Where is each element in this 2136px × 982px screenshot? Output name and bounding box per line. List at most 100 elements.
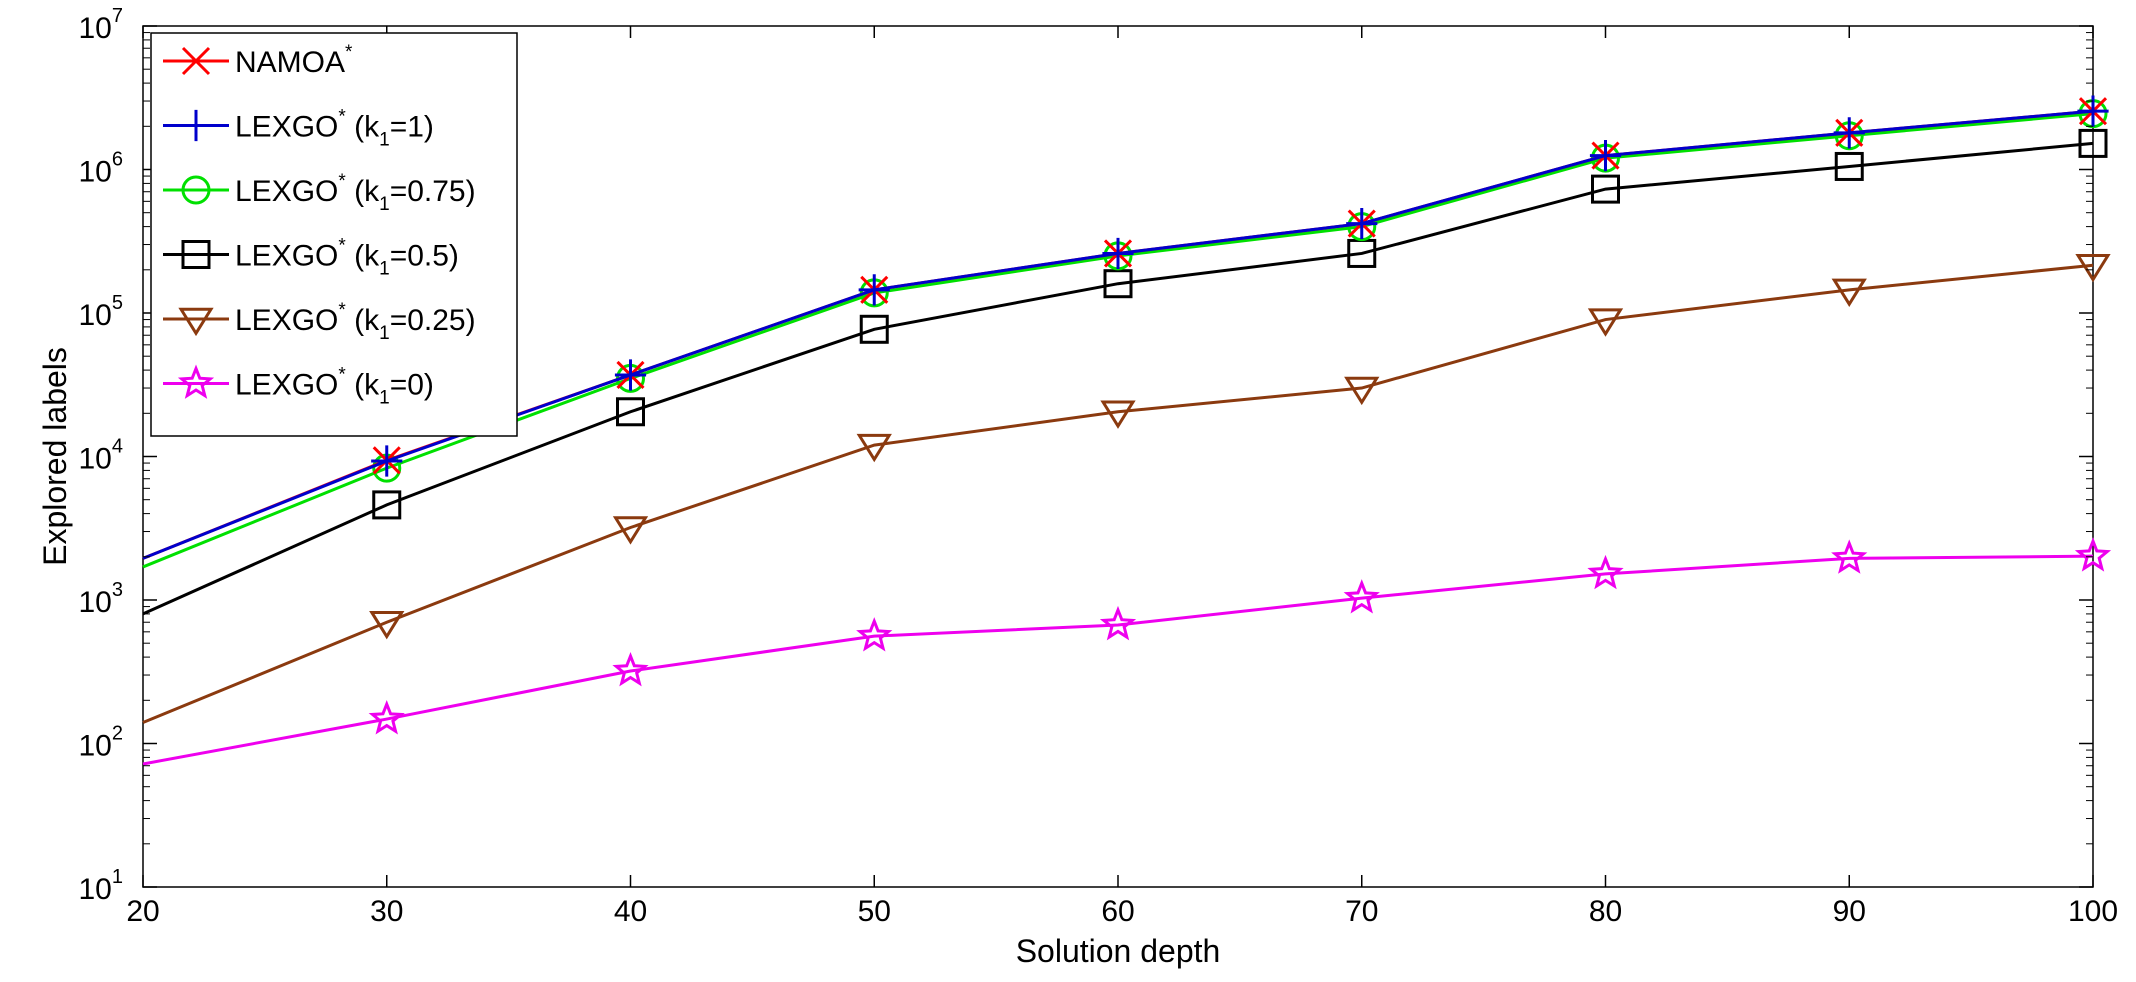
y-tick-label: 106 <box>79 149 124 189</box>
star-marker <box>612 651 649 687</box>
plus-marker <box>1346 207 1378 240</box>
legend-label-sub: 1 <box>379 388 390 409</box>
y-tick-base: 10 <box>79 586 112 619</box>
y-tick-exponent: 2 <box>112 723 123 745</box>
square-marker <box>1591 174 1620 204</box>
legend-label-main: LEXGO <box>235 175 338 208</box>
circle-marker <box>181 175 211 205</box>
legend-label-sup: * <box>338 107 346 128</box>
legend-label-rest: (k <box>346 369 380 402</box>
series-5 <box>142 537 2112 766</box>
legend-label: NAMOA* <box>235 42 353 79</box>
legend-item: LEXGO* (k1=0.25) <box>163 300 476 344</box>
y-tick-base: 10 <box>79 730 112 763</box>
legend-label-tail: =1) <box>390 111 434 144</box>
legend-item: LEXGO* (k1=0.75) <box>163 171 476 215</box>
triangle-down-marker <box>178 307 214 337</box>
x-tick-label: 20 <box>126 895 159 928</box>
x-axis-label: Solution depth <box>1016 933 1221 969</box>
legend-label-tail: =0.5) <box>390 240 459 273</box>
legend-item: LEXGO* (k1=0.5) <box>163 236 459 280</box>
x-tick-label: 70 <box>1345 895 1378 928</box>
star-marker <box>856 617 893 652</box>
y-tick-base: 10 <box>79 443 112 476</box>
legend-label-main: LEXGO <box>235 111 338 144</box>
legend-label-rest: (k <box>346 111 380 144</box>
star-marker <box>1831 539 1868 574</box>
legend-label: LEXGO* (k1=0.75) <box>235 171 476 215</box>
legend-label-tail: =0.25) <box>390 304 476 337</box>
y-tick-exponent: 4 <box>112 436 123 458</box>
series-line <box>142 141 2094 616</box>
legend-label: LEXGO* (k1=0) <box>235 365 434 409</box>
plus-marker <box>1833 117 1865 149</box>
square-marker <box>616 397 645 427</box>
legend-label-sup: * <box>338 300 346 321</box>
y-tick-exponent: 7 <box>112 5 123 27</box>
star-marker <box>1099 605 1137 641</box>
legend-label: LEXGO* (k1=1) <box>235 107 434 151</box>
x-tick-label: 60 <box>1101 895 1134 928</box>
square-marker <box>181 240 211 269</box>
x-marker <box>181 46 211 76</box>
legend-label-sup: * <box>338 171 346 192</box>
legend-label-sub: 1 <box>379 130 390 151</box>
x-tick-label: 100 <box>2068 895 2118 928</box>
plus-marker <box>1102 237 1134 270</box>
legend-label-rest: (k <box>346 304 380 337</box>
triangle-down-marker <box>1100 400 1136 429</box>
y-tick-label: 107 <box>79 5 124 45</box>
square-marker <box>859 314 889 344</box>
square-marker <box>372 490 402 520</box>
legend-label-sub: 1 <box>379 259 390 280</box>
legend-label-rest: (k <box>346 240 380 273</box>
legend-label-tail: =0.75) <box>390 175 476 208</box>
y-tick-base: 10 <box>79 156 112 189</box>
legend-label-main: NAMOA <box>235 46 345 79</box>
triangle-down-marker <box>1344 376 1380 406</box>
plus-marker <box>180 109 212 142</box>
plus-marker <box>371 445 403 477</box>
y-tick-label: 103 <box>79 579 124 619</box>
y-tick-label: 102 <box>79 723 124 763</box>
y-tick-base: 10 <box>79 299 112 332</box>
legend-label-sub: 1 <box>379 323 390 344</box>
y-tick-exponent: 3 <box>112 579 123 601</box>
y-tick-label: 104 <box>79 436 124 476</box>
star-marker <box>1343 579 1380 614</box>
plus-marker <box>1589 139 1622 172</box>
star-marker <box>368 700 405 735</box>
square-marker <box>1834 151 1864 181</box>
legend: NAMOA*LEXGO* (k1=1)LEXGO* (k1=0.75)LEXGO… <box>150 32 518 437</box>
legend-label: LEXGO* (k1=0.5) <box>235 236 459 280</box>
y-tick-label: 105 <box>79 292 124 332</box>
triangle-down-marker <box>856 433 892 463</box>
x-tick-label: 30 <box>370 895 403 928</box>
legend-label: LEXGO* (k1=0.25) <box>235 300 476 344</box>
y-tick-exponent: 1 <box>112 866 123 888</box>
triangle-down-marker <box>1587 308 1624 337</box>
legend-label-sup: * <box>338 236 346 257</box>
y-axis-label: Explored labels <box>37 347 73 566</box>
square-marker <box>1103 269 1133 299</box>
legend-item: LEXGO* (k1=1) <box>163 107 434 151</box>
y-tick-base: 10 <box>79 12 112 45</box>
y-tick-exponent: 5 <box>112 292 123 314</box>
plus-marker <box>858 274 890 306</box>
triangle-down-marker <box>2075 254 2111 283</box>
x-tick-label: 90 <box>1833 895 1866 928</box>
star-marker <box>177 364 215 399</box>
x-tick-label: 50 <box>858 895 891 928</box>
y-tick-label: 101 <box>79 866 124 906</box>
legend-label-main: LEXGO <box>235 304 338 337</box>
series-line <box>142 554 2094 766</box>
triangle-down-marker <box>369 610 405 640</box>
legend-label-sup: * <box>338 365 346 386</box>
series-3 <box>142 128 2108 616</box>
x-tick-label: 80 <box>1589 895 1622 928</box>
x-tick-label: 40 <box>614 895 647 928</box>
triangle-down-marker <box>1831 278 1867 307</box>
series-line <box>142 263 2094 724</box>
